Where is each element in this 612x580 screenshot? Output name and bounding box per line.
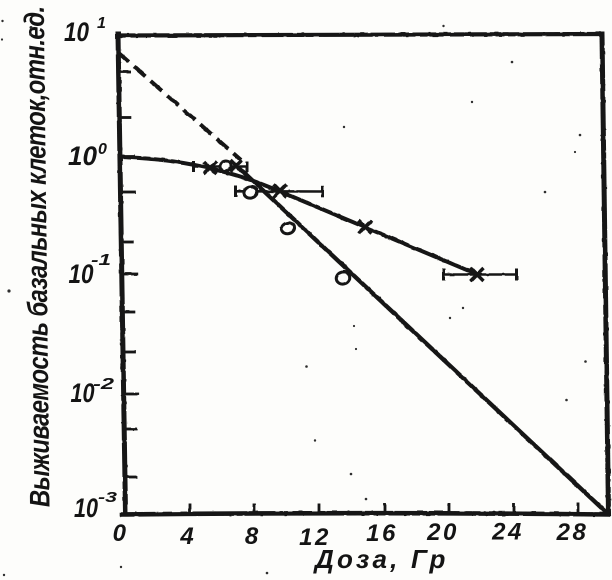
svg-text:-2: -2 (93, 376, 114, 393)
svg-text:16: 16 (366, 520, 398, 547)
svg-text:12: 12 (299, 524, 331, 551)
svg-text:-1: -1 (91, 252, 111, 269)
svg-text:28: 28 (556, 519, 589, 546)
svg-text:10: 10 (69, 259, 94, 289)
svg-text:Выживаемость базальных клеток,: Выживаемость базальных клеток,отн.ед. (18, 6, 56, 507)
svg-text:Доза, Гр: Доза, Гр (313, 544, 449, 574)
svg-text:20: 20 (426, 519, 459, 546)
svg-text:10: 10 (68, 141, 97, 171)
svg-text:4: 4 (179, 523, 193, 550)
svg-text:0: 0 (98, 141, 107, 158)
svg-text:1: 1 (97, 15, 106, 32)
svg-text:10: 10 (71, 378, 95, 408)
svg-text:8: 8 (245, 523, 259, 550)
svg-text:24: 24 (491, 519, 524, 546)
svg-text:10: 10 (74, 493, 98, 523)
svg-text:10: 10 (64, 17, 89, 47)
svg-text:0: 0 (113, 520, 127, 547)
svg-text:-3: -3 (98, 489, 118, 506)
